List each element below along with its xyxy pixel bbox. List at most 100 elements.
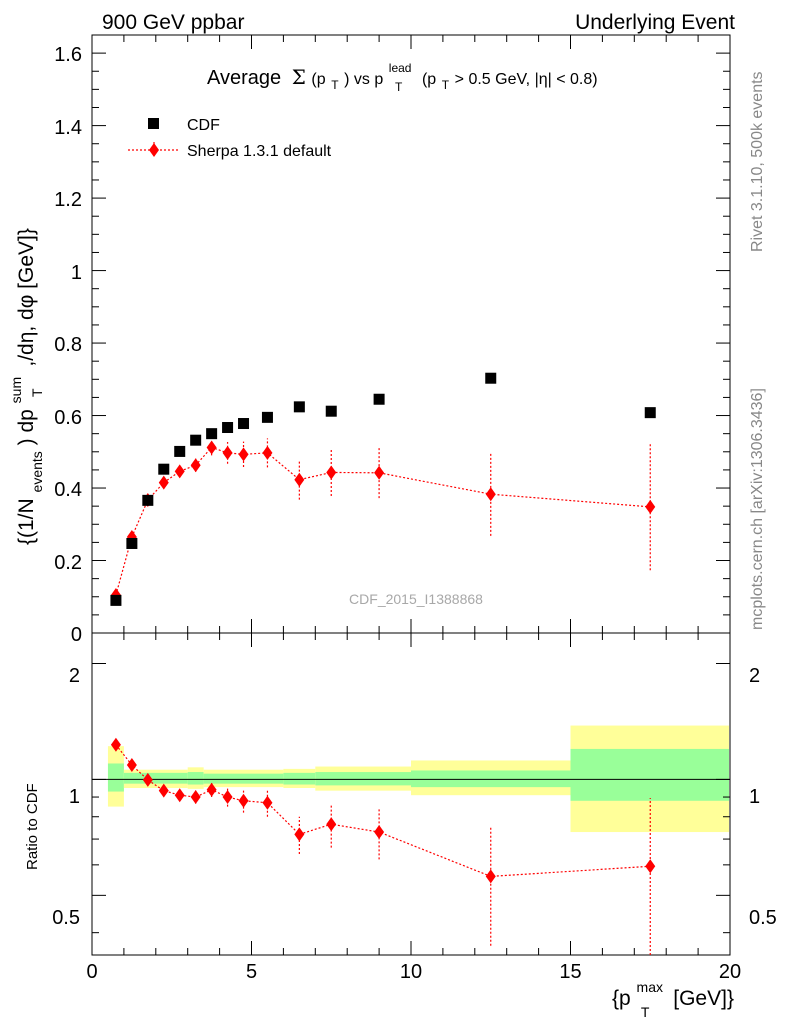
ratio-point-13: [485, 869, 496, 884]
cdf-point-8: [238, 418, 250, 430]
sherpa-ratio-series: [110, 737, 656, 955]
title-sup-lead: lead: [389, 61, 412, 75]
analysis-watermark: CDF_2015_I1388868: [349, 591, 483, 607]
sherpa-point-14: [645, 499, 656, 514]
ratio-ytick-left-2: 2: [69, 665, 80, 687]
title-average: Average: [207, 67, 281, 89]
cdf-point-10: [293, 401, 305, 413]
legend-cdf-label: CDF: [187, 117, 220, 134]
ratio-point-14: [645, 859, 656, 874]
ratio-ytick-left-1: 1: [69, 786, 80, 808]
ratio-point-7: [222, 790, 233, 805]
ratio-point-10: [294, 827, 305, 842]
title-sub-t2: T: [395, 80, 403, 94]
cdf-point-4: [174, 445, 186, 457]
xtick-0: 0: [86, 961, 97, 983]
title-part4: > 0.5 GeV, |η| < 0.8): [455, 71, 598, 88]
xtick-15: 15: [559, 961, 581, 983]
cdf-point-0: [110, 594, 122, 606]
sherpa-point-13: [485, 487, 496, 502]
sherpa-point-11: [326, 465, 337, 480]
ytick-1.4: 1.4: [54, 117, 82, 139]
green-band-5: [315, 772, 411, 786]
ytick-1.6: 1.6: [54, 44, 82, 66]
green-band-4: [283, 772, 316, 785]
x-tick-labels: 0 5 10 15 20: [86, 961, 741, 983]
cdf-point-11: [325, 405, 337, 417]
sherpa-point-7: [222, 445, 233, 460]
title-sigma: Σ: [292, 65, 306, 89]
xlabel-sub-t: T: [641, 1004, 650, 1020]
green-band-6: [411, 770, 571, 788]
ytick-0.4: 0.4: [54, 479, 82, 501]
cdf-point-7: [222, 422, 234, 434]
cdf-point-3: [158, 463, 170, 475]
xlabel-part1: {p: [612, 987, 631, 1010]
y-main-tick-labels: 0 0.2 0.4 0.6 0.8 1 1.2 1.4 1.6: [54, 44, 82, 646]
x-axis-label: {p max T [GeV]}: [612, 974, 734, 1022]
y-axis-label: {(1/N events ) dp sum T ,/dη, dφ [GeV]}: [3, 228, 47, 545]
sherpa-point-9: [262, 445, 273, 460]
ylabel-part3: ,/dη, dφ [GeV]}: [15, 228, 38, 367]
green-band-3: [203, 773, 284, 784]
ylabel-part2: ) dp: [15, 409, 38, 445]
xtick-5: 5: [246, 961, 257, 983]
ratio-point-0: [110, 737, 121, 752]
plot-title: Average Σ (p T ) vs p lead T (p T > 0.5 …: [207, 55, 598, 96]
ratio-ytick-left-0.5: 0.5: [52, 907, 80, 929]
ratio-point-3: [158, 783, 169, 798]
ylabel-sub-t: T: [29, 388, 45, 397]
ytick-1.2: 1.2: [54, 189, 82, 211]
cdf-point-1: [126, 537, 138, 549]
title-sub-t1: T: [331, 78, 339, 92]
ratio-point-6: [206, 782, 217, 797]
ratio-bands: [107, 725, 729, 833]
cdf-point-5: [190, 434, 202, 446]
sherpa-point-12: [374, 465, 385, 480]
ratio-point-11: [326, 817, 337, 832]
sherpa-point-3: [158, 475, 169, 490]
title-sub-t3: T: [442, 78, 450, 92]
sherpa-point-10: [294, 472, 305, 487]
ytick-0.6: 0.6: [54, 407, 82, 429]
green-band-2: [187, 772, 204, 785]
cdf-main-series: [110, 372, 656, 606]
xtick-20: 20: [719, 961, 741, 983]
legend-cdf-marker: [148, 118, 159, 129]
ratio-ytick-right-2: 2: [749, 665, 760, 687]
header-right: Underlying Event: [575, 11, 735, 34]
ratio-point-2: [142, 772, 153, 787]
green-band-0: [107, 763, 124, 792]
sherpa-main-series: [110, 438, 656, 602]
ratio-point-9: [262, 795, 273, 810]
title-part2: ) vs p: [344, 71, 383, 88]
cdf-point-13: [485, 372, 497, 384]
xlabel-sup-max: max: [637, 979, 663, 995]
ratio-point-12: [374, 825, 385, 840]
ytick-1: 1: [71, 262, 82, 284]
ytick-0.8: 0.8: [54, 334, 82, 356]
ylabel-part1: {(1/N: [15, 498, 38, 545]
ratio-point-8: [238, 793, 249, 808]
cdf-point-9: [261, 411, 273, 423]
cdf-point-6: [206, 428, 218, 440]
ratio-ytick-right-0.5: 0.5: [749, 907, 777, 929]
legend-sherpa-marker: [149, 143, 159, 157]
rivet-version: Rivet 3.1.10, 500k events: [749, 71, 766, 252]
legend-sherpa-label: Sherpa 1.3.1 default: [187, 143, 332, 160]
sherpa-point-5: [190, 458, 201, 473]
ratio-ytick-right-1: 1: [749, 786, 760, 808]
ylabel-sub-events: events: [29, 451, 45, 492]
sherpa-point-4: [174, 464, 185, 479]
ytick-0.2: 0.2: [54, 552, 82, 574]
mcplots-ref: mcplots.cern.ch [arXiv:1306.3436]: [749, 388, 766, 630]
ratio-point-4: [174, 788, 185, 803]
ratio-y-axis-label: Ratio to CDF: [24, 783, 41, 870]
header-left: 900 GeV ppbar: [102, 11, 244, 34]
sherpa-point-8: [238, 447, 249, 462]
green-band-7: [570, 748, 729, 801]
ytick-0: 0: [71, 624, 82, 646]
cdf-point-2: [142, 494, 154, 506]
axis-ticks: [91, 35, 731, 955]
